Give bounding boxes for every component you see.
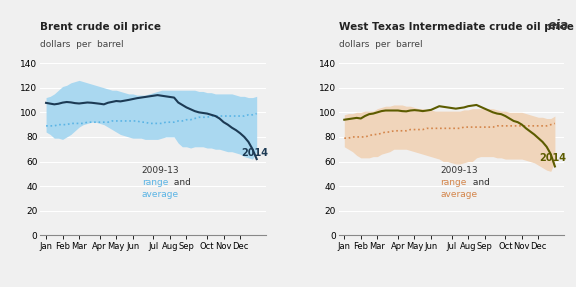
Text: and: and (172, 178, 191, 187)
Text: 2014: 2014 (540, 153, 567, 163)
Text: range: range (142, 178, 168, 187)
Text: 2009-13: 2009-13 (440, 166, 478, 175)
Text: eia: eia (548, 19, 569, 32)
Text: range: range (440, 178, 467, 187)
Text: dollars  per  barrel: dollars per barrel (339, 40, 422, 49)
Text: and: and (469, 178, 490, 187)
Text: Brent crude oil price: Brent crude oil price (40, 22, 161, 32)
Text: West Texas Intermediate crude oil price: West Texas Intermediate crude oil price (339, 22, 574, 32)
Text: 2014: 2014 (241, 148, 268, 158)
Text: average: average (440, 190, 477, 199)
Text: dollars  per  barrel: dollars per barrel (40, 40, 124, 49)
Text: 2009-13: 2009-13 (142, 166, 179, 175)
Text: average: average (142, 190, 179, 199)
